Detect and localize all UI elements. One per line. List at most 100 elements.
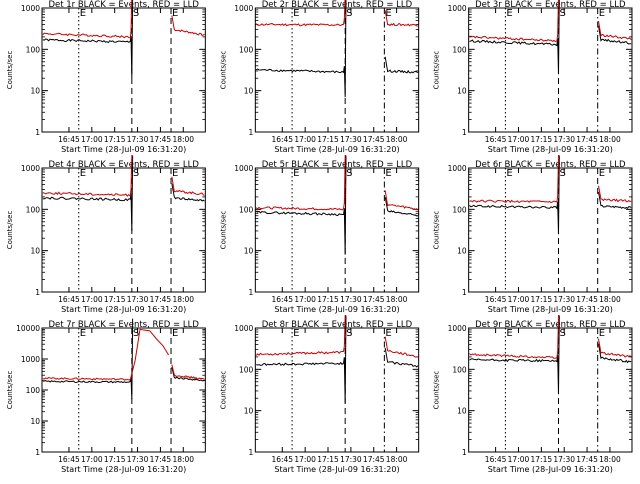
x-tick-label: 16:45 [485, 135, 507, 144]
panel-title: Det 6r BLACK = Events, RED = LLD [475, 160, 626, 170]
series-line-after [598, 185, 632, 203]
y-tick-label: 10 [457, 87, 467, 96]
x-tick-label: 16:45 [58, 455, 80, 464]
y-tick-label: 1 [249, 128, 254, 137]
series-line-main [42, 0, 133, 39]
x-tick-label: 17:30 [340, 295, 362, 304]
x-tick-label: 17:30 [127, 135, 149, 144]
y-axis-label: Counts/sec [433, 51, 441, 90]
marker-label-E: E [80, 168, 86, 179]
x-tick-label: 18:00 [599, 135, 621, 144]
x-tick-label: 18:00 [386, 455, 408, 464]
y-tick-label: 100 [239, 365, 254, 374]
marker-label-E: E [599, 168, 605, 179]
y-tick-label: 1000 [234, 324, 253, 333]
x-axis-label: Start Time (28-Jul-09 16:31:20) [274, 465, 399, 474]
plot-frame [41, 327, 206, 453]
x-tick-label: 17:15 [531, 295, 553, 304]
series-line-after [598, 191, 632, 209]
series-line-after [598, 25, 632, 45]
series-line-main [42, 0, 134, 79]
x-tick-label: 17:00 [294, 295, 316, 304]
series-line-after [598, 343, 632, 364]
y-tick-label: 1000 [448, 4, 467, 13]
series-line-main [469, 155, 560, 235]
y-tick-label: 100 [452, 45, 467, 54]
y-tick-label: 1000 [21, 164, 40, 173]
y-tick-label: 1000 [234, 4, 253, 13]
y-tick-label: 10 [30, 417, 40, 426]
x-tick-label: 17:15 [104, 455, 126, 464]
panel-det-9: Det 9r BLACK = Events, RED = LLD Counts/s… [433, 315, 633, 474]
y-tick-label: 1000 [448, 324, 467, 333]
y-tick-label: 1000 [21, 355, 40, 364]
y-tick-label: 1000 [448, 164, 467, 173]
y-tick-label: 10 [244, 87, 254, 96]
panel-det-4: Det 4r BLACK = Events, RED = LLD Counts/s… [6, 155, 206, 314]
series-line-after [171, 364, 205, 380]
series-line-after [598, 20, 632, 41]
y-tick-label: 1 [35, 128, 40, 137]
y-axis-label: Counts/sec [219, 51, 227, 90]
marker-label-E: E [506, 8, 512, 19]
panel-det-2: Det 2r BLACK = Events, RED = LLD Counts/s… [219, 0, 420, 154]
plot-frame [468, 167, 633, 293]
series-line-main [255, 155, 346, 211]
x-tick-label: 17:15 [317, 455, 339, 464]
x-tick-label: 17:00 [81, 295, 103, 304]
x-tick-label: 17:30 [340, 455, 362, 464]
marker-label-S: S [346, 8, 352, 19]
marker-label-E: E [172, 168, 178, 179]
series-line-main [255, 155, 347, 255]
y-tick-label: 100 [26, 205, 41, 214]
y-tick-label: 10 [457, 247, 467, 256]
x-tick-label: 16:45 [58, 295, 80, 304]
y-axis-label: Counts/sec [219, 211, 227, 250]
x-tick-label: 17:15 [317, 295, 339, 304]
y-axis-label: Counts/sec [433, 371, 441, 410]
y-tick-label: 100 [452, 365, 467, 374]
x-tick-label: 17:45 [150, 135, 172, 144]
marker-label-S: S [559, 168, 565, 179]
y-tick-label: 1 [462, 288, 467, 297]
series-line-main [469, 315, 560, 359]
y-tick-label: 100 [452, 205, 467, 214]
y-axis-label: Counts/sec [6, 51, 14, 90]
x-tick-label: 17:00 [508, 295, 530, 304]
panel-title: Det 1r BLACK = Events, RED = LLD [48, 0, 199, 10]
x-tick-label: 18:00 [386, 295, 408, 304]
marker-label-S: S [133, 8, 139, 19]
series-line-after [171, 366, 205, 382]
panel-det-7: Det 7r BLACK = Events, RED = LLD Counts/s… [6, 318, 206, 474]
marker-label-E: E [385, 168, 391, 179]
marker-label-E: E [599, 328, 605, 339]
x-tick-label: 17:15 [531, 135, 553, 144]
x-axis-label: Start Time (28-Jul-09 16:31:20) [488, 145, 613, 154]
marker-label-E: E [172, 328, 178, 339]
x-tick-label: 18:00 [386, 135, 408, 144]
plot-frame [41, 7, 206, 133]
series-line-main [469, 155, 560, 204]
panel-title: Det 2r BLACK = Events, RED = LLD [262, 0, 413, 10]
marker-label-E: E [385, 8, 391, 19]
x-axis-label: Start Time (28-Jul-09 16:31:20) [61, 465, 186, 474]
x-tick-label: 17:30 [553, 455, 575, 464]
series-line-after [384, 196, 418, 217]
x-tick-label: 17:15 [317, 135, 339, 144]
plot-frame [468, 7, 633, 133]
series-line-after [171, 183, 205, 202]
x-tick-label: 17:30 [127, 295, 149, 304]
marker-label-S: S [346, 328, 352, 339]
panel-title: Det 7r BLACK = Events, RED = LLD [48, 320, 199, 330]
marker-label-E: E [80, 8, 86, 19]
x-tick-label: 18:00 [172, 455, 194, 464]
x-axis-label: Start Time (28-Jul-09 16:31:20) [274, 145, 399, 154]
panel-det-5: Det 5r BLACK = Events, RED = LLD Counts/s… [219, 155, 420, 314]
x-axis-label: Start Time (28-Jul-09 16:31:20) [61, 305, 186, 314]
x-tick-label: 17:00 [508, 455, 530, 464]
series-line-main [469, 0, 559, 43]
panel-det-3: Det 3r BLACK = Events, RED = LLD Counts/s… [433, 0, 633, 154]
marker-label-S: S [133, 168, 139, 179]
